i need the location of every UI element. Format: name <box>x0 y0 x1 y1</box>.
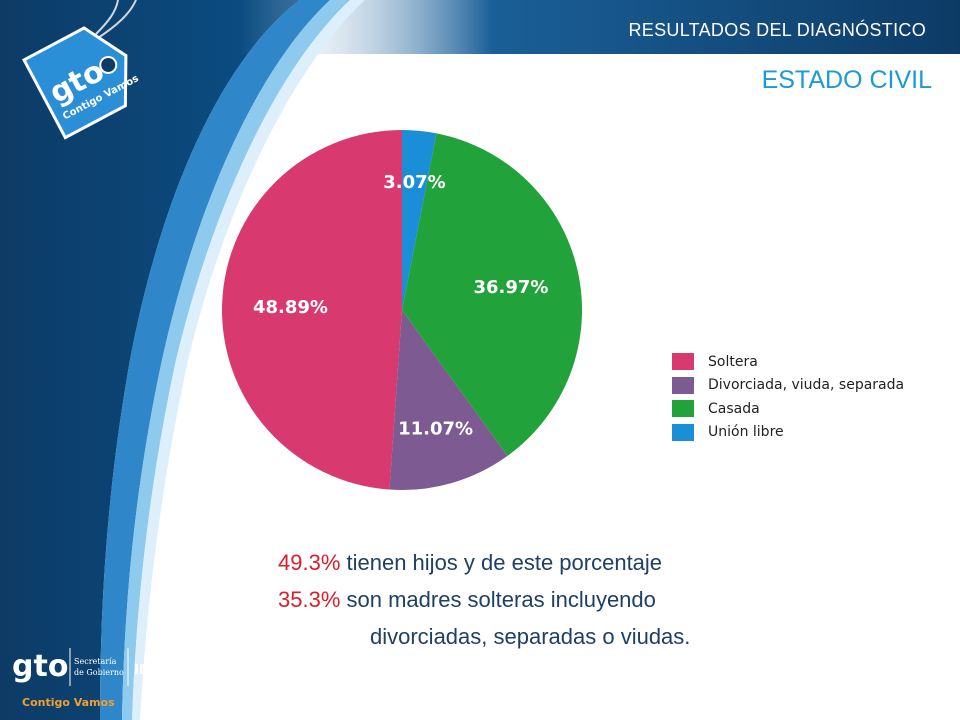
legend-label: Unión libre <box>708 424 784 441</box>
legend-swatch <box>672 400 694 418</box>
legend-label: Soltera <box>708 353 758 370</box>
slide-title: ESTADO CIVIL <box>761 66 932 94</box>
chart-legend: Soltera Divorciada, viuda, separada Casa… <box>672 350 904 444</box>
gto-tag-logo: gto Contigo Vamos <box>21 0 141 140</box>
legend-swatch <box>672 423 694 441</box>
legend-label: Casada <box>708 400 760 417</box>
label-casada: 36.97% <box>474 277 549 298</box>
legend-item-soltera: Soltera <box>672 350 904 374</box>
legend-item-casada: Casada <box>672 397 904 421</box>
pie-chart: 48.89% 11.07% 36.97% 3.07% <box>221 130 582 491</box>
caption-line-3: divorciadas, separadas o viudas. <box>370 624 691 649</box>
caption-text-2: son madres solteras incluyendo <box>340 587 656 612</box>
caption-percent-2: 35.3% <box>278 587 341 612</box>
footer-logo: gto Secretaría de Gobierno IMUG Contigo … <box>12 648 173 709</box>
footer-logo-brand: gto <box>12 649 68 684</box>
legend-item-union-libre: Unión libre <box>672 421 904 445</box>
legend-item-divorciada: Divorciada, viuda, separada <box>672 374 904 398</box>
footer-imug: IMUG <box>134 663 173 678</box>
caption-line-1: 49.3% tienen hijos y de este porcentaje <box>278 544 690 581</box>
label-soltera: 48.89% <box>253 297 328 318</box>
slice-union-libre <box>402 130 437 310</box>
header-title: RESULTADOS DEL DIAGNÓSTICO <box>628 20 926 40</box>
slice-soltera <box>221 130 402 490</box>
slice-divorciada <box>389 310 508 491</box>
slice-casada <box>402 133 582 456</box>
footer-logo-tagline: Contigo Vamos <box>22 696 115 709</box>
legend-swatch <box>672 353 694 371</box>
caption-line-2: 35.3% son madres solteras incluyendo <box>278 581 690 618</box>
caption-percent-1: 49.3% <box>278 550 341 575</box>
caption-text: 49.3% tienen hijos y de este porcentaje … <box>278 544 690 655</box>
legend-swatch <box>672 376 694 394</box>
label-divorciada: 11.07% <box>398 419 473 440</box>
footer-secretaria-1: Secretaría <box>74 657 117 666</box>
footer-secretaria-2: de Gobierno <box>74 668 124 677</box>
legend-label: Divorciada, viuda, separada <box>708 377 905 394</box>
caption-text-1: tienen hijos y de este porcentaje <box>340 550 663 575</box>
label-union-libre: 3.07% <box>383 172 445 193</box>
